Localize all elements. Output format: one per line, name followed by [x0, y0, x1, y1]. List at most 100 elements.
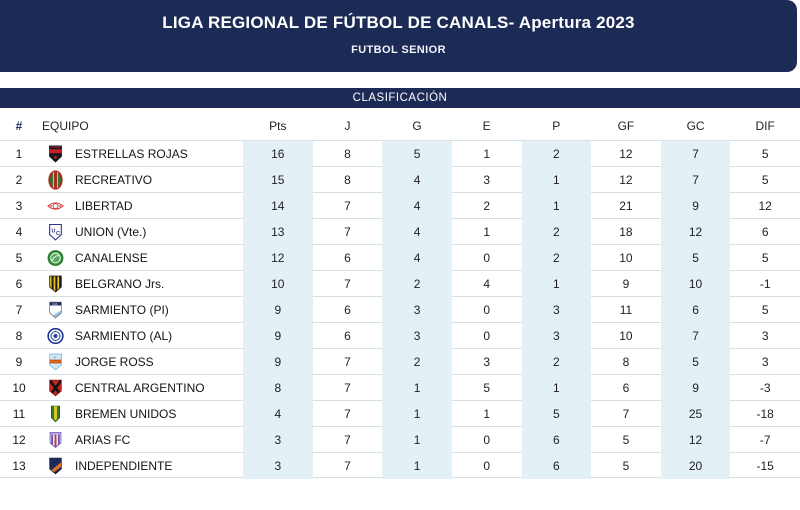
rank-cell: 3: [15, 199, 23, 213]
stat-cell-p: 2: [521, 141, 592, 167]
stat-cell-gc: 9: [660, 193, 731, 219]
rank-cell: 13: [12, 459, 26, 473]
stat-cell-gc: 5: [660, 245, 731, 271]
stat-cell-e: 0: [483, 329, 491, 343]
arias-fc-crest: [38, 427, 72, 453]
stat-cell-dif: 5: [761, 173, 769, 187]
table-row: 6 BELGRANO Jrs. 10 7 2 4 1 9 10 -1: [0, 270, 800, 297]
team-name: ESTRELLAS ROJAS: [75, 147, 188, 161]
stat-cell-p: 2: [521, 349, 592, 375]
table-row: 12 ARIAS FC 3 7 1 0 6 5 12 -7: [0, 426, 800, 453]
team-name: UNION (Vte.): [75, 225, 147, 239]
stat-cell-pts: 13: [243, 219, 313, 245]
stat-cell-dif: 12: [758, 199, 772, 213]
stat-cell-e: 0: [483, 303, 491, 317]
stat-cell-gc: 9: [660, 375, 731, 401]
table-row: 7 CAS SARMIENTO (PI) 9 6 3 0 3 11 6 5: [0, 296, 800, 323]
table-row: 8 SARMIENTO (AL) 9 6 3 0 3 10 7 3: [0, 322, 800, 349]
stat-cell-pts: 12: [243, 245, 313, 271]
stat-cell-e: 4: [483, 277, 491, 291]
stat-cell-j: 7: [344, 381, 351, 395]
stat-cell-dif: -7: [759, 433, 771, 447]
table-row: 4 U C UNION (Vte.) 13 7 4 1 2 18 12 6: [0, 218, 800, 245]
stat-cell-g: 5: [382, 141, 452, 167]
bremen-unidos-crest: [38, 401, 72, 427]
stat-cell-gf: 12: [619, 173, 633, 187]
svg-text:CAS: CAS: [52, 303, 57, 306]
team-name: INDEPENDIENTE: [75, 459, 173, 473]
stat-cell-p: 1: [521, 167, 592, 193]
stat-cell-gc: 7: [660, 141, 731, 167]
stat-cell-g: 4: [382, 245, 452, 271]
stat-cell-dif: 6: [761, 225, 769, 239]
stat-cell-dif: -15: [756, 459, 774, 473]
stat-cell-dif: 5: [761, 251, 769, 265]
stat-cell-gf: 5: [622, 459, 630, 473]
table-row: 5 CANALENSE 12 6 4 0 2 10 5 5: [0, 244, 800, 271]
stat-cell-pts: 9: [243, 349, 313, 375]
stat-cell-gf: 21: [619, 199, 633, 213]
team-name: JORGE ROSS: [75, 355, 154, 369]
stat-cell-g: 3: [382, 297, 452, 323]
stat-cell-pts: 16: [243, 141, 313, 167]
stat-cell-p: 2: [521, 245, 592, 271]
stat-cell-gf: 8: [622, 355, 630, 369]
table-row: 11 BREMEN UNIDOS 4 7 1 1 5 7 25 -18: [0, 400, 800, 427]
rank-cell: 1: [15, 147, 23, 161]
stat-cell-j: 8: [344, 173, 351, 187]
stat-cell-e: 0: [483, 459, 491, 473]
stat-cell-dif: -3: [759, 381, 771, 395]
stat-cell-j: 6: [344, 251, 351, 265]
stat-column-header-g: G: [412, 119, 422, 133]
standings-table: # EQUIPO Pts J G E P GF GC DIF 1 ESTRELLAS ROJAS…: [0, 108, 800, 479]
stat-cell-gc: 7: [660, 323, 731, 349]
stat-cell-e: 0: [483, 251, 491, 265]
stat-cell-p: 6: [521, 427, 592, 453]
stat-cell-gf: 9: [622, 277, 630, 291]
stat-cell-gf: 6: [622, 381, 630, 395]
table-header-row: # EQUIPO Pts J G E P GF GC DIF: [0, 108, 800, 140]
stat-cell-pts: 9: [243, 297, 313, 323]
stat-cell-gf: 12: [619, 147, 633, 161]
team-name: LIBERTAD: [75, 199, 133, 213]
team-name: BELGRANO Jrs.: [75, 277, 165, 291]
rank-cell: 11: [12, 407, 26, 421]
stat-cell-j: 7: [344, 277, 351, 291]
team-name: SARMIENTO (AL): [75, 329, 173, 343]
stat-column-header-e: E: [482, 119, 491, 133]
svg-text:C: C: [56, 231, 60, 237]
stat-cell-g: 3: [382, 323, 452, 349]
stat-cell-j: 8: [344, 147, 351, 161]
table-row: 10 CENTRAL ARGENTINO 8 7 1 5 1 6 9 -3: [0, 374, 800, 401]
stat-cell-e: 1: [483, 147, 491, 161]
stat-column-header-j: J: [344, 119, 351, 133]
stat-cell-dif: 5: [761, 147, 769, 161]
stat-cell-pts: 3: [243, 453, 313, 479]
stat-cell-pts: 3: [243, 427, 313, 453]
team-column-header: EQUIPO: [42, 119, 89, 133]
independiente-crest: [38, 453, 72, 479]
stat-cell-dif: 3: [761, 355, 769, 369]
jorge-ross-crest: JR: [38, 349, 72, 375]
team-name: SARMIENTO (PI): [75, 303, 169, 317]
stat-cell-g: 4: [382, 167, 452, 193]
stat-cell-j: 7: [344, 225, 351, 239]
rank-column-header: #: [15, 119, 23, 133]
stat-cell-gc: 7: [660, 167, 731, 193]
stat-cell-j: 7: [344, 459, 351, 473]
stat-cell-gc: 12: [660, 219, 731, 245]
stat-cell-p: 3: [521, 297, 592, 323]
stat-cell-e: 2: [483, 199, 491, 213]
rank-cell: 4: [15, 225, 23, 239]
rank-cell: 10: [12, 381, 26, 395]
stat-cell-g: 2: [382, 349, 452, 375]
table-row: 3 LIBERTAD 14 7 4 2 1 21 9 12: [0, 192, 800, 219]
stat-cell-e: 1: [483, 225, 491, 239]
rank-cell: 2: [15, 173, 23, 187]
page-title: LIGA REGIONAL DE FÚTBOL DE CANALS- Apert…: [162, 13, 635, 32]
estrellas-rojas-crest: [38, 141, 72, 167]
spacer: [0, 72, 800, 88]
sarmiento-pi-crest: CAS: [38, 297, 72, 323]
stat-cell-e: 3: [483, 173, 491, 187]
stat-cell-dif: 3: [761, 329, 769, 343]
